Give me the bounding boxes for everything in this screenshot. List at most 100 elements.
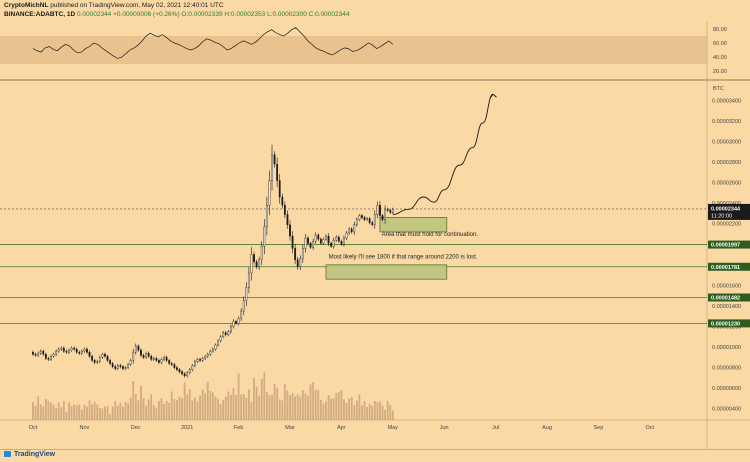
candle bbox=[132, 351, 135, 361]
current-price-label: 0.00002344 bbox=[711, 206, 741, 212]
candle bbox=[219, 336, 222, 342]
volume-bar bbox=[386, 401, 389, 420]
candle bbox=[52, 354, 55, 357]
candle bbox=[281, 196, 284, 206]
volume-bar bbox=[52, 404, 55, 420]
annotation-text: Most likely I'll see 1800 if that range … bbox=[329, 255, 478, 261]
candle bbox=[70, 347, 73, 351]
candle bbox=[386, 209, 389, 211]
candle bbox=[265, 205, 268, 227]
chart-header: CryptoMichNL published on TradingView.co… bbox=[0, 0, 750, 22]
volume-bar bbox=[132, 381, 135, 420]
volume-bar bbox=[291, 393, 294, 420]
candle bbox=[337, 236, 340, 242]
level-badge-label: 0.00001482 bbox=[711, 295, 740, 301]
candle bbox=[39, 350, 42, 354]
rsi-tick-label: 40.00 bbox=[713, 55, 727, 61]
volume-bar bbox=[232, 388, 235, 420]
volume-bar bbox=[258, 395, 261, 420]
candle bbox=[260, 246, 263, 260]
candle bbox=[345, 232, 348, 239]
candle bbox=[106, 356, 109, 361]
candle bbox=[283, 205, 286, 215]
volume-bar bbox=[389, 405, 392, 420]
candle bbox=[34, 354, 37, 356]
volume-bar bbox=[253, 378, 255, 420]
volume-bar bbox=[173, 399, 176, 420]
publish-details: published on TradingView.com, May 02, 20… bbox=[50, 2, 224, 9]
volume-bar bbox=[381, 405, 384, 420]
candle bbox=[237, 318, 240, 324]
candle bbox=[211, 348, 214, 352]
volume-bar bbox=[60, 407, 63, 420]
candle bbox=[60, 347, 63, 350]
candle bbox=[199, 359, 201, 361]
volume-bar bbox=[335, 393, 338, 420]
candle bbox=[47, 358, 50, 360]
candle bbox=[381, 215, 384, 220]
tradingview-logo[interactable]: TradingView bbox=[4, 451, 55, 458]
volume-bar bbox=[312, 382, 315, 420]
y-tick-label: 0.00000400 bbox=[712, 407, 741, 413]
candle bbox=[332, 239, 335, 247]
candle bbox=[114, 366, 117, 369]
candle bbox=[98, 357, 101, 362]
y-tick-label: 0.00002200 bbox=[712, 222, 741, 228]
volume-bar bbox=[55, 408, 58, 420]
candle bbox=[104, 354, 106, 357]
volume-bar bbox=[317, 390, 320, 420]
candle bbox=[55, 350, 58, 355]
level-badge bbox=[708, 240, 750, 249]
candle bbox=[348, 228, 351, 234]
volume-bar bbox=[44, 399, 47, 420]
level-badge bbox=[708, 262, 750, 271]
x-tick-label: May bbox=[388, 425, 399, 431]
volume-bar bbox=[224, 396, 227, 420]
volume-bar bbox=[322, 403, 325, 420]
volume-bar bbox=[111, 406, 114, 420]
candle bbox=[116, 365, 119, 369]
candle bbox=[217, 340, 219, 346]
volume-bar bbox=[196, 401, 199, 420]
volume-bar bbox=[263, 372, 266, 420]
volume-bar bbox=[32, 402, 34, 420]
candle bbox=[224, 332, 227, 335]
volume-bar bbox=[337, 392, 340, 420]
candle bbox=[93, 360, 96, 363]
y-tick-label: 0.00002800 bbox=[712, 160, 741, 166]
volume-bar bbox=[260, 379, 263, 420]
rsi-tick-label: 20.00 bbox=[713, 69, 727, 75]
candle bbox=[366, 218, 368, 220]
volume-bar bbox=[376, 402, 379, 420]
volume-bar bbox=[348, 398, 351, 420]
volume-bar bbox=[314, 389, 317, 420]
volume-bar bbox=[309, 384, 312, 420]
current-price-badge bbox=[708, 203, 750, 220]
candle bbox=[158, 360, 160, 363]
y-tick-label: 0.00001400 bbox=[712, 304, 741, 310]
author-name[interactable]: CryptoMichNL bbox=[4, 2, 49, 9]
candle bbox=[379, 205, 381, 216]
candle bbox=[191, 365, 194, 370]
volume-bar bbox=[93, 402, 96, 420]
symbol-name[interactable]: BINANCE:ADABTC, 1D bbox=[4, 11, 76, 18]
volume-bar bbox=[176, 400, 178, 420]
volume-bar bbox=[152, 405, 155, 420]
volume-bar bbox=[366, 407, 368, 420]
candle bbox=[88, 351, 91, 357]
candle bbox=[57, 348, 60, 352]
volume-bar bbox=[299, 396, 302, 420]
candle bbox=[168, 360, 171, 364]
projection-path bbox=[392, 93, 494, 215]
x-tick-label: Dec bbox=[131, 425, 141, 431]
x-tick-label: Apr bbox=[337, 425, 346, 431]
volume-bar bbox=[307, 395, 309, 420]
candle bbox=[363, 217, 366, 220]
volume-bar bbox=[363, 401, 366, 420]
candle bbox=[194, 361, 196, 366]
volume-bar bbox=[96, 404, 99, 420]
candle bbox=[278, 180, 281, 198]
volume-bar bbox=[65, 412, 68, 420]
x-tick-label: Oct bbox=[29, 425, 38, 431]
